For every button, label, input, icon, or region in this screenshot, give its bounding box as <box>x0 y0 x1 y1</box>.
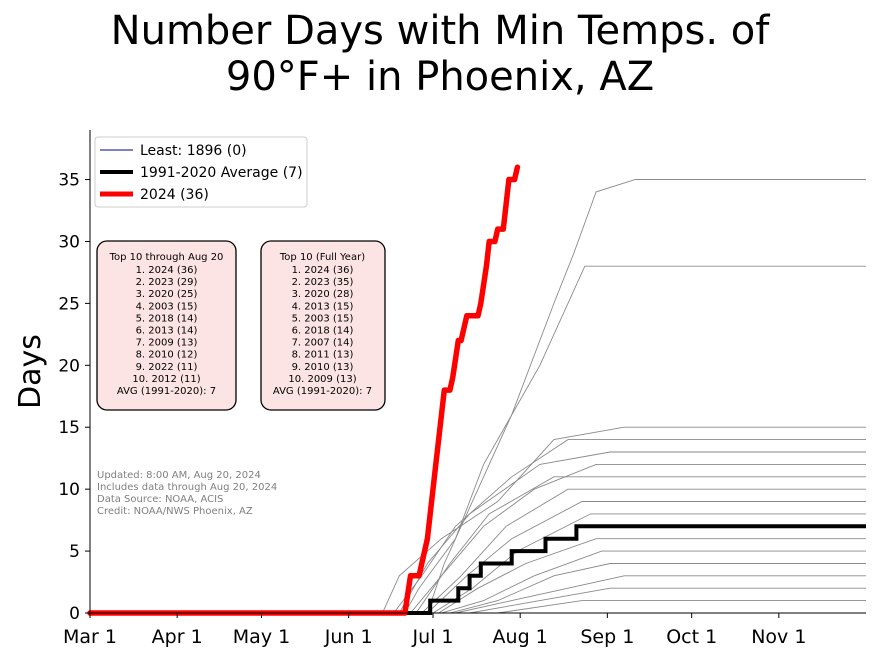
top10-full-year-box-line: 2. 2023 (35) <box>292 277 354 288</box>
top10-through-date-box-line: 3. 2020 (25) <box>136 289 198 300</box>
top10-full-year-box: Top 10 (Full Year) 1. 2024 (36)2. 2023 (3… <box>260 240 386 411</box>
y-tick-label: 20 <box>58 356 80 376</box>
historical-series-line <box>90 575 866 614</box>
top10-full-year-box-line: 10. 2009 (13) <box>288 374 356 385</box>
top10-full-year-box-line: 3. 2020 (28) <box>292 289 354 300</box>
x-tick-label: Apr 1 <box>152 626 203 648</box>
legend-entry-label: 1991-2020 Average (7) <box>140 165 303 181</box>
top10-full-year-box-line: 7. 2007 (14) <box>292 338 354 349</box>
y-tick-label: 30 <box>58 232 80 252</box>
x-tick-label: Jul 1 <box>411 626 453 648</box>
x-tick-label: Mar 1 <box>63 626 117 648</box>
top10-full-year-box-avg: AVG (1991-2020): 7 <box>273 386 372 397</box>
note-line: Credit: NOAA/NWS Phoenix, AZ <box>97 506 253 517</box>
y-tick-label: 35 <box>58 171 80 191</box>
historical-series-line <box>90 550 866 614</box>
y-tick-label: 25 <box>58 294 80 314</box>
chart-title-line-2: 90°F+ in Phoenix, AZ <box>225 54 655 100</box>
legend: Least: 1896 (0) 1991-2020 Average (7) 2024… <box>94 136 308 208</box>
top10-through-date-box-line: 7. 2009 (13) <box>136 338 198 349</box>
y-tick-label: 10 <box>58 480 80 500</box>
top10-through-date-box-line: 9. 2022 (11) <box>136 362 198 373</box>
chart-title: Number Days with Min Temps. of 90°F+ in … <box>0 8 880 100</box>
top10-full-year-box-frame <box>260 240 386 411</box>
top10-full-year-box-line: 1. 2024 (36) <box>292 265 354 276</box>
top10-through-date-box-line: 8. 2010 (12) <box>136 350 198 361</box>
historical-series-line <box>90 439 866 614</box>
y-tick-label: 15 <box>58 418 80 438</box>
y-tick-label: 0 <box>69 604 80 624</box>
top10-full-year-box-line: 8. 2011 (13) <box>292 350 354 361</box>
chart-title-line-1: Number Days with Min Temps. of <box>110 8 770 54</box>
x-tick-label: Oct 1 <box>666 626 717 648</box>
y-tick-label: 5 <box>69 542 80 562</box>
x-tick-label: Sep 1 <box>580 626 634 648</box>
x-tick-label: Nov 1 <box>751 626 806 648</box>
note-line: Updated: 8:00 AM, Aug 20, 2024 <box>97 470 261 481</box>
top10-through-date-box-avg: AVG (1991-2020): 7 <box>117 386 216 397</box>
note-line: Includes data through Aug 20, 2024 <box>97 482 277 493</box>
legend-entry-label: Least: 1896 (0) <box>140 143 247 159</box>
top10-full-year-box-line: 9. 2010 (13) <box>292 362 354 373</box>
y-axis-label: Days <box>13 334 48 409</box>
historical-series-line <box>90 426 866 614</box>
x-tick-label: Aug 1 <box>493 626 548 648</box>
top10-through-date-box-line: 10. 2012 (11) <box>132 374 200 385</box>
top10-through-date-box-line: 6. 2013 (14) <box>136 326 198 337</box>
top10-through-date-box-line: 2. 2023 (29) <box>136 277 198 288</box>
top10-through-date-box-line: 1. 2024 (36) <box>136 265 198 276</box>
legend-box <box>94 136 308 208</box>
top10-through-date-box: Top 10 through Aug 20 1. 2024 (36)2. 2023… <box>96 240 237 411</box>
top10-full-year-box-line: 4. 2013 (15) <box>292 301 354 312</box>
legend-entry-label: 2024 (36) <box>140 187 209 203</box>
top10-full-year-box-line: 6. 2018 (14) <box>292 326 354 337</box>
historical-series-line <box>90 179 866 614</box>
average-series-line <box>90 524 866 615</box>
top10-through-date-box-line: 5. 2018 (14) <box>136 313 198 324</box>
top10-through-date-box-line: 4. 2003 (15) <box>136 301 198 312</box>
top10-full-year-box-line: 5. 2003 (15) <box>292 313 354 324</box>
x-tick-label: May 1 <box>233 626 290 648</box>
top10-through-date-box-frame <box>96 240 237 411</box>
note-line: Data Source: NOAA, ACIS <box>97 494 223 505</box>
top10-full-year-box-title: Top 10 (Full Year) <box>279 252 365 263</box>
series-2024-line <box>87 164 521 616</box>
top10-through-date-box-title: Top 10 through Aug 20 <box>109 252 224 263</box>
x-tick-label: Jun 1 <box>324 626 373 648</box>
